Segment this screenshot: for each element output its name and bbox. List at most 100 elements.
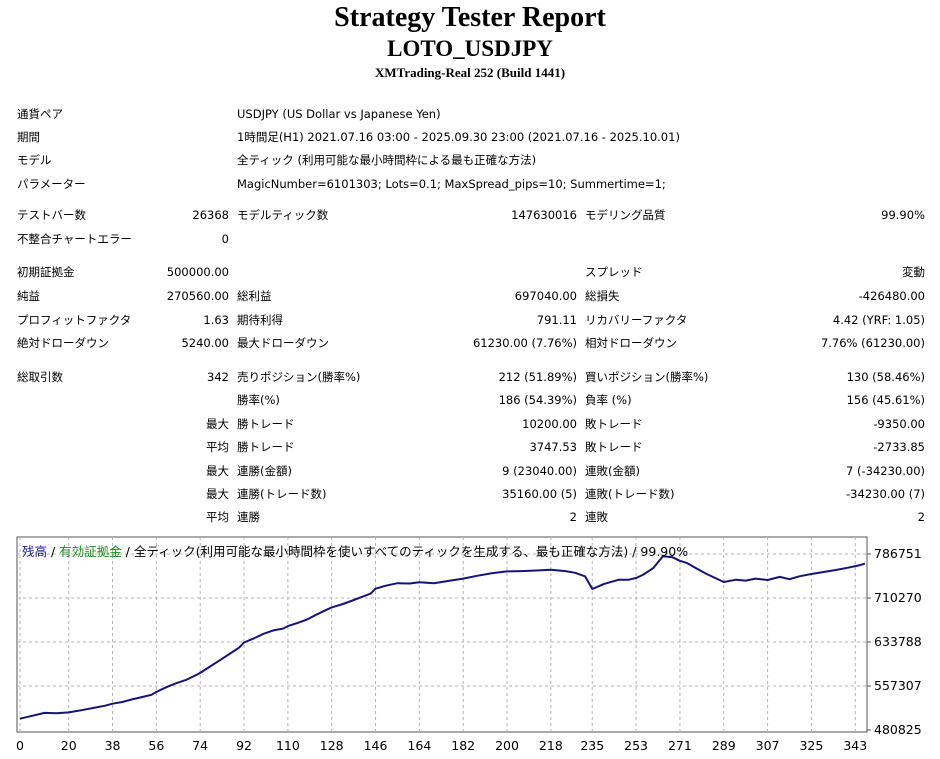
balance-chart: 0 20 38 56 74 92 110 128 146 164 182 200 218 235 253 27… xyxy=(16,536,922,753)
max-drawdown-label: 最大ドローダウン xyxy=(237,336,329,350)
ticks-value: 147630016 xyxy=(511,208,577,222)
model-value: 全ティック (利用可能な最小時間枠による最も正確な方法) xyxy=(237,153,537,167)
period-value: 1時間足(H1) 2021.07.16 03:00 - 2025.09.30 2… xyxy=(237,130,680,144)
cons-losses-amount-value: 7 (-34230.00) xyxy=(846,464,925,478)
x-tick-label: 38 xyxy=(105,738,121,753)
abs-drawdown-label: 絶対ドローダウン xyxy=(17,336,109,350)
net-profit-label: 純益 xyxy=(17,289,40,303)
mismatch-label: 不整合チャートエラー xyxy=(17,232,132,246)
bars-label: テストバー数 xyxy=(17,208,86,222)
mismatch-value: 0 xyxy=(221,232,229,246)
win-rate-label: 勝率(%) xyxy=(237,393,280,407)
avg-loss-label: 敗トレード xyxy=(585,440,643,454)
server-build: XMTrading-Real 252 (Build 1441) xyxy=(374,65,566,80)
win-rate-value: 186 (54.39%) xyxy=(498,393,577,407)
cons-losses-count-value: -34230.00 (7) xyxy=(846,487,925,501)
pair-label: 通貨ペア xyxy=(17,107,63,121)
cons-losses-amount-label: 連敗(金額) xyxy=(585,464,640,478)
max-prefix: 最大 xyxy=(206,417,229,431)
report-subtitle: LOTO_USDJPY xyxy=(387,36,553,61)
profit-factor-label: プロフィットファクタ xyxy=(17,313,132,327)
gross-loss-label: 総損失 xyxy=(585,289,620,303)
profit-factor-value: 1.63 xyxy=(203,313,229,327)
x-tick-label: 253 xyxy=(624,738,648,753)
largest-loss-label: 敗トレード xyxy=(585,417,643,431)
quality-label: モデリング品質 xyxy=(585,208,666,222)
recovery-factor-value: 4.42 (YRF: 1.05) xyxy=(832,313,925,327)
max-prefix: 最大 xyxy=(206,464,229,478)
legend-balance: 残高 xyxy=(22,544,48,559)
chart-legend: 残高 / 有効証拠金 / 全ティック(利用可能な最小時間枠を使いすべてのティック… xyxy=(22,541,688,560)
expected-payoff-value: 791.11 xyxy=(536,313,577,327)
cons-wins-count-value: 35160.00 (5) xyxy=(502,487,577,501)
x-tick-label: 92 xyxy=(236,738,252,753)
short-positions-label: 売りポジション(勝率%) xyxy=(237,370,361,384)
deposit-label: 初期証拠金 xyxy=(17,265,75,279)
bars-value: 26368 xyxy=(192,208,229,222)
y-tick-label: 480825 xyxy=(874,722,922,737)
net-profit-value: 270560.00 xyxy=(166,289,229,303)
model-label: モデル xyxy=(17,153,52,167)
gross-loss-value: -426480.00 xyxy=(858,289,925,303)
largest-win-value: 10200.00 xyxy=(522,417,577,431)
short-positions-value: 212 (51.89%) xyxy=(498,370,577,384)
x-tick-label: 235 xyxy=(580,738,604,753)
spread-label: スプレッド xyxy=(585,265,643,279)
avg-win-value: 3747.53 xyxy=(529,440,577,454)
x-tick-label: 0 xyxy=(16,738,24,753)
x-tick-label: 56 xyxy=(148,738,164,753)
cons-losses-count-label: 連敗(トレード数) xyxy=(585,487,675,501)
x-tick-label: 218 xyxy=(539,738,563,753)
avg-cons-losses-label: 連敗 xyxy=(585,510,608,524)
params-label: パラメーター xyxy=(17,177,86,191)
long-positions-label: 買いポジション(勝率%) xyxy=(585,370,709,384)
avg-prefix: 平均 xyxy=(206,510,229,524)
x-tick-label: 325 xyxy=(799,738,823,753)
quality-value: 99.90% xyxy=(881,208,925,222)
long-positions-value: 130 (58.46%) xyxy=(846,370,925,384)
avg-prefix: 平均 xyxy=(206,440,229,454)
avg-cons-wins-label: 連勝 xyxy=(237,510,260,524)
largest-win-label: 勝トレード xyxy=(237,417,295,431)
legend-separator: / xyxy=(47,544,60,559)
cons-wins-amount-label: 連勝(金額) xyxy=(237,464,292,478)
legend-equity: 有効証拠金 xyxy=(59,544,122,559)
deposit-value: 500000.00 xyxy=(166,265,229,279)
cons-wins-amount-value: 9 (23040.00) xyxy=(502,464,577,478)
y-tick-label: 557307 xyxy=(874,678,922,693)
x-tick-label: 289 xyxy=(712,738,736,753)
x-tick-label: 110 xyxy=(276,738,300,753)
gross-profit-label: 総利益 xyxy=(237,289,272,303)
total-trades-value: 342 xyxy=(207,370,229,384)
gross-profit-value: 697040.00 xyxy=(514,289,577,303)
balance-line xyxy=(19,555,866,720)
x-tick-label: 146 xyxy=(364,738,388,753)
x-tick-label: 74 xyxy=(192,738,208,753)
y-tick-label: 710270 xyxy=(874,590,922,605)
x-tick-label: 182 xyxy=(451,738,475,753)
x-tick-label: 164 xyxy=(407,738,431,753)
pair-value: USDJPY (US Dollar vs Japanese Yen) xyxy=(237,107,441,121)
y-tick-label: 786751 xyxy=(874,546,922,561)
x-tick-label: 271 xyxy=(668,738,692,753)
chart-plot-area xyxy=(16,536,868,733)
loss-rate-value: 156 (45.61%) xyxy=(846,393,925,407)
period-label: 期間 xyxy=(17,130,40,144)
cons-wins-count-label: 連勝(トレード数) xyxy=(237,487,327,501)
avg-cons-losses-value: 2 xyxy=(917,510,925,524)
ticks-label: モデルティック数 xyxy=(237,208,329,222)
total-trades-label: 総取引数 xyxy=(17,370,63,384)
max-prefix: 最大 xyxy=(206,487,229,501)
x-tick-label: 20 xyxy=(61,738,77,753)
y-tick-label: 633788 xyxy=(874,634,922,649)
avg-loss-value: -2733.85 xyxy=(873,440,925,454)
largest-loss-value: -9350.00 xyxy=(873,417,925,431)
params-value: MagicNumber=6101303; Lots=0.1; MaxSpread… xyxy=(237,177,666,191)
recovery-factor-label: リカバリーファクタ xyxy=(585,313,688,327)
rel-drawdown-label: 相対ドローダウン xyxy=(585,336,677,350)
max-drawdown-value: 61230.00 (7.76%) xyxy=(472,336,577,350)
avg-win-label: 勝トレード xyxy=(237,440,295,454)
legend-separator: / xyxy=(121,544,134,559)
abs-drawdown-value: 5240.00 xyxy=(181,336,229,350)
expected-payoff-label: 期待利得 xyxy=(237,313,283,327)
